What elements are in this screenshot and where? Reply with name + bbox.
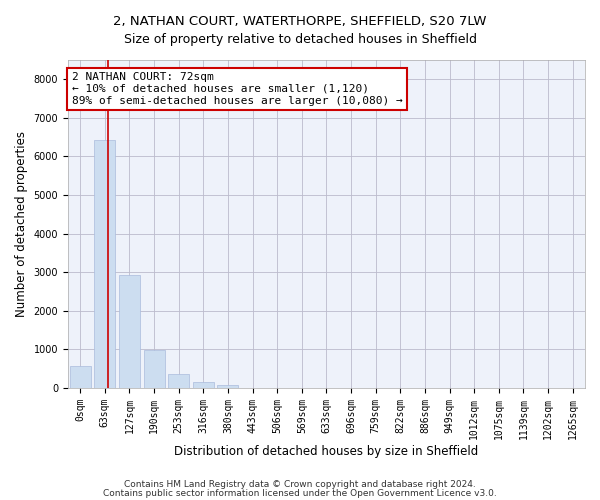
Bar [193, 382, 214, 388]
Text: 2, NATHAN COURT, WATERTHORPE, SHEFFIELD, S20 7LW: 2, NATHAN COURT, WATERTHORPE, SHEFFIELD,… [113, 15, 487, 28]
Text: Size of property relative to detached houses in Sheffield: Size of property relative to detached ho… [124, 32, 476, 46]
Text: Contains public sector information licensed under the Open Government Licence v3: Contains public sector information licen… [103, 490, 497, 498]
Bar [70, 366, 91, 388]
Y-axis label: Number of detached properties: Number of detached properties [15, 131, 28, 317]
Bar [168, 374, 189, 388]
Text: 2 NATHAN COURT: 72sqm
← 10% of detached houses are smaller (1,120)
89% of semi-d: 2 NATHAN COURT: 72sqm ← 10% of detached … [71, 72, 403, 106]
Bar [143, 350, 164, 388]
Bar [217, 384, 238, 388]
Bar [119, 276, 140, 388]
Bar [94, 140, 115, 388]
X-axis label: Distribution of detached houses by size in Sheffield: Distribution of detached houses by size … [175, 444, 479, 458]
Text: Contains HM Land Registry data © Crown copyright and database right 2024.: Contains HM Land Registry data © Crown c… [124, 480, 476, 489]
